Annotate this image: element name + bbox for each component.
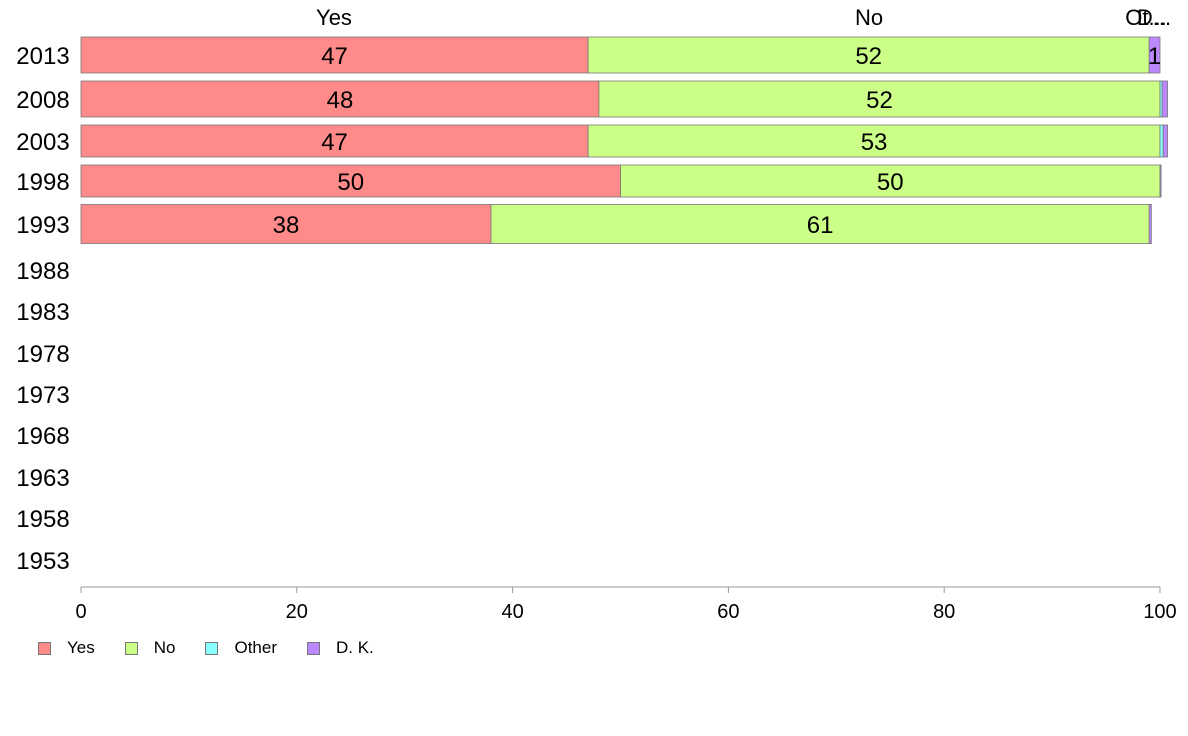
data-label-2003-yes: 47: [321, 129, 348, 156]
bar-2003-dk: [1162, 124, 1168, 158]
legend-swatch: [205, 641, 219, 655]
legend: Yes No Other D. K.: [38, 638, 404, 658]
legend-item-other: Other: [205, 638, 277, 658]
column-header-0: Yes: [316, 5, 352, 30]
legend-item-dk: D. K.: [307, 638, 374, 658]
year-label-1973: 1973: [16, 382, 69, 409]
x-tick-label-20: 20: [286, 601, 308, 623]
year-label-1968: 1968: [16, 423, 69, 450]
bar-2003-yes: [80, 124, 589, 158]
column-header-3: D...: [1137, 5, 1171, 30]
bars: 47 52 1 48 52 47 53 50 50 38 61: [80, 36, 1168, 244]
bar-1993-no: [490, 204, 1150, 244]
column-headers: Yes No Ot...D...: [316, 5, 1171, 30]
bar-2008-yes: [80, 80, 600, 118]
data-label-2003-no: 53: [861, 129, 888, 156]
bar-2013-no: [587, 36, 1150, 74]
year-label-1998: 1998: [16, 169, 69, 196]
x-tick-label-100: 100: [1143, 601, 1176, 623]
x-axis: 0 20 40 60 80 100: [75, 586, 1177, 623]
bar-1998-yes: [80, 164, 621, 198]
bar-2003-other: [1159, 124, 1164, 158]
year-labels: 2013 2008 2003 1998 1993 1988 1983 1978 1973 1968…: [16, 43, 69, 575]
bar-1998-no: [620, 164, 1161, 198]
x-tick-label-60: 60: [717, 601, 739, 623]
x-tick-label-40: 40: [501, 601, 523, 623]
bar-2003-no: [587, 124, 1161, 158]
year-label-2013: 2013: [16, 43, 69, 70]
data-label-2008-no: 52: [866, 87, 893, 114]
x-tick-label-80: 80: [933, 601, 955, 623]
bar-2013-dk: [1148, 36, 1161, 74]
data-label-2013-yes: 47: [321, 43, 348, 70]
legend-label: No: [153, 638, 176, 657]
legend-label: Yes: [67, 638, 95, 657]
data-label-1993-no: 61: [807, 212, 834, 239]
legend-label: D. K.: [336, 638, 374, 657]
legend-swatch: [307, 641, 320, 655]
data-label-1993-yes: 38: [273, 212, 300, 239]
year-label-2003: 2003: [16, 129, 69, 156]
column-header-2: Ot...: [1125, 5, 1167, 30]
year-label-1983: 1983: [16, 299, 69, 326]
data-label-2013-no: 52: [855, 43, 882, 70]
bar-1993-dk: [1148, 204, 1152, 244]
bar-1998-dk: [1159, 164, 1162, 198]
data-label-2008-yes: 48: [327, 87, 354, 114]
legend-item-no: No: [124, 638, 176, 658]
column-header-1: No: [855, 5, 883, 30]
year-label-1978: 1978: [16, 341, 69, 368]
year-label-1963: 1963: [16, 465, 69, 492]
year-label-1953: 1953: [16, 548, 69, 575]
bar-2008-no: [598, 80, 1161, 118]
data-label-1998-no: 50: [877, 169, 904, 196]
legend-item-yes: Yes: [38, 638, 95, 658]
data-label-1998-yes: 50: [337, 169, 364, 196]
legend-swatch: [124, 641, 138, 655]
x-tick-label-0: 0: [75, 601, 86, 623]
legend-swatch: [38, 641, 51, 655]
legend-label: Other: [234, 638, 277, 657]
year-label-1988: 1988: [16, 258, 69, 285]
bar-2008-dk: [1161, 80, 1168, 118]
data-label-2013-dk: 1: [1148, 43, 1161, 70]
bar-2013-yes: [80, 36, 589, 74]
year-label-1958: 1958: [16, 506, 69, 533]
year-label-2008: 2008: [16, 87, 69, 114]
year-label-1993: 1993: [16, 212, 69, 239]
bar-1993-yes: [80, 204, 492, 244]
